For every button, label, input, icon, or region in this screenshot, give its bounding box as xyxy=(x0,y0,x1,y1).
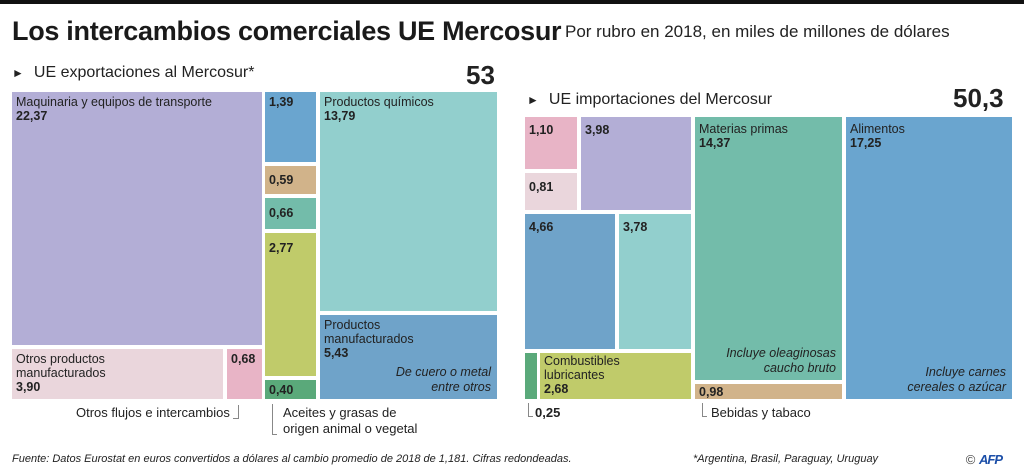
annotation-bracket xyxy=(702,403,707,417)
top-rule xyxy=(0,0,1024,4)
cell-note: Incluye oleaginosas caucho bruto xyxy=(726,346,836,376)
cell-note: De cuero o metal entre otros xyxy=(396,365,491,395)
cell-value: 0,68 xyxy=(231,352,256,366)
cell-value: 14,37 xyxy=(699,136,731,150)
annotation-otros-flujos: Otros flujos e intercambios xyxy=(76,405,230,420)
treemap-cell-0-81: 0,81 xyxy=(525,173,577,210)
treemap-cell-1-10: 1,10 xyxy=(525,117,577,169)
cell-label: Productos químicos xyxy=(324,95,434,109)
exports-title: UE exportaciones al Mercosur* xyxy=(33,64,255,81)
source-note: Fuente: Datos Eurostat en euros converti… xyxy=(12,453,572,465)
cell-value: 2,68 xyxy=(544,382,569,396)
note-line: Incluye carnes xyxy=(925,365,1006,379)
cell-note: Incluye carnes cereales o azúcar xyxy=(907,365,1006,395)
treemap-cell-maquinaria: Maquinaria y equipos de transporte 22,37 xyxy=(12,92,262,345)
treemap-cell-aceites: 0,40 xyxy=(265,380,316,399)
note-line: Incluye oleaginosas xyxy=(726,346,836,360)
exports-heading: ► UE exportaciones al Mercosur* xyxy=(12,64,254,82)
treemap-cell-bebidas: 0,98 xyxy=(695,384,842,399)
annotation-aceites: Aceites y grasas de origen animal o veget… xyxy=(283,405,417,437)
countries-note: *Argentina, Brasil, Paraguay, Uruguay xyxy=(693,453,879,465)
treemap-cell-0-25 xyxy=(525,353,537,399)
treemap-cell-2-77: 2,77 xyxy=(265,233,316,376)
annotation-bracket xyxy=(233,405,239,419)
treemap-cell-otros-productos: Otros productos manufacturados 3,90 xyxy=(12,349,223,399)
note-line: caucho bruto xyxy=(763,361,836,375)
cell-value: 0,59 xyxy=(269,173,294,187)
cell-value: 0,98 xyxy=(699,385,724,399)
cell-value: 3,98 xyxy=(585,123,610,137)
cell-value: 0,40 xyxy=(269,383,294,397)
cell-label: Maquinaria y equipos de transporte xyxy=(16,95,212,109)
cell-value: 13,79 xyxy=(324,109,356,123)
annotation-line: origen animal o vegetal xyxy=(283,421,418,436)
cell-value: 1,39 xyxy=(269,95,294,109)
treemap-cell-0-66: 0,66 xyxy=(265,198,316,229)
cell-value: 4,66 xyxy=(529,220,554,234)
note-line: entre otros xyxy=(431,380,491,394)
cell-value: 22,37 xyxy=(16,109,48,123)
agency-logo: AFP xyxy=(979,452,1003,467)
imports-title: UE importaciones del Mercosur xyxy=(548,91,773,108)
triangle-right-icon: ► xyxy=(12,66,24,80)
cell-value: 0,81 xyxy=(529,180,554,194)
imports-heading: ► UE importaciones del Mercosur xyxy=(527,91,772,109)
cell-value: 3,78 xyxy=(623,220,648,234)
cell-value: 2,77 xyxy=(269,241,294,255)
cell-value: 5,43 xyxy=(324,346,349,360)
treemap-cell-3-78: 3,78 xyxy=(619,214,691,349)
treemap-cell-combustibles: Combustibles lubricantes 2,68 xyxy=(540,353,691,399)
annotation-line: Aceites y grasas de xyxy=(283,405,397,420)
cell-value: 3,90 xyxy=(16,380,41,394)
cell-value: 17,25 xyxy=(850,136,882,150)
annotation-bebidas: Bebidas y tabaco xyxy=(711,405,811,420)
annotation-bracket xyxy=(528,403,533,417)
cell-label: Materias primas xyxy=(699,122,788,136)
treemap-cell-quimicos: Productos químicos 13,79 xyxy=(320,92,497,311)
triangle-right-icon: ► xyxy=(527,93,539,107)
treemap-cell-otros-flujos: 0,68 xyxy=(227,349,262,399)
treemap-cell-alimentos: Alimentos 17,25 Incluye carnes cereales o a… xyxy=(846,117,1012,399)
cell-label: Combustibles lubricantes xyxy=(544,354,620,382)
cell-label: Otros productos manufacturados xyxy=(16,352,106,380)
cell-label: Alimentos xyxy=(850,122,905,136)
imports-total: 50,3 xyxy=(953,83,1004,113)
annotation-bracket xyxy=(272,404,277,435)
cell-label: Productos manufacturados xyxy=(324,318,414,346)
treemap-cell-1-39: 1,39 xyxy=(265,92,316,162)
copyright-icon: © xyxy=(965,452,976,467)
cell-value: 0,66 xyxy=(269,206,294,220)
afp-logo: © AFP xyxy=(965,452,1003,467)
annotation-0-25: 0,25 xyxy=(535,405,561,420)
treemap-cell-3-98: 3,98 xyxy=(581,117,691,210)
exports-total: 53 xyxy=(466,60,495,90)
treemap-cell-0-59: 0,59 xyxy=(265,166,316,194)
note-line: De cuero o metal xyxy=(395,365,491,379)
treemap-cell-materias-primas: Materias primas 14,37 Incluye oleaginosas c… xyxy=(695,117,842,380)
page-title: Los intercambios comerciales UE Mercosur xyxy=(12,16,562,46)
page-subtitle: Por rubro en 2018, en miles de millones … xyxy=(565,22,950,41)
note-line: cereales o azúcar xyxy=(907,380,1006,394)
treemap-cell-manufacturados: Productos manufacturados 5,43 De cuero o m… xyxy=(320,315,497,399)
treemap-cell-4-66: 4,66 xyxy=(525,214,615,349)
cell-value: 1,10 xyxy=(529,123,554,137)
